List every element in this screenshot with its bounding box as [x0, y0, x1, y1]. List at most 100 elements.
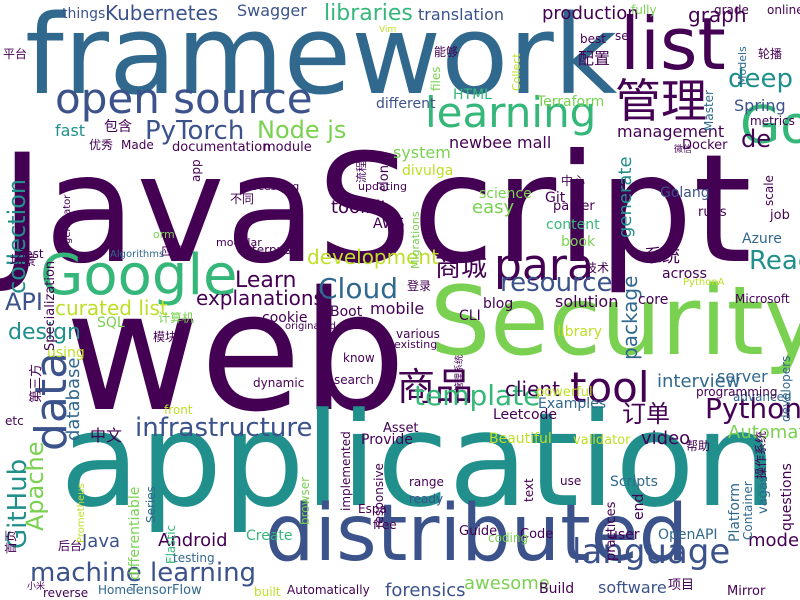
word-cjk-83: 包含 [104, 119, 132, 135]
word-javascript: JavaScript [0, 123, 752, 297]
word-cjk-70: 系统 [644, 246, 680, 267]
word-libraries: libraries [324, 1, 413, 26]
word-solution: solution [555, 292, 619, 311]
word-built: built [254, 585, 281, 599]
word-learning: learning [425, 88, 597, 137]
word-curated-list: curated list [55, 296, 168, 320]
word-mirror: Mirror [727, 584, 766, 599]
word-apache: Apache [21, 441, 49, 532]
word-explanations: explanations [196, 286, 324, 310]
word-production: production [542, 3, 639, 24]
word-create: Create [246, 528, 293, 544]
word-things: things [62, 6, 106, 22]
word-go: Go [740, 96, 800, 156]
word-distributed: distributed [265, 489, 689, 579]
word-application: application [60, 384, 778, 536]
word-cookie: cookie [262, 310, 308, 326]
word-cjk-171: 场景 [10, 254, 37, 269]
word-cjk-188: 流程 [355, 161, 368, 184]
word-spring: Spring [734, 96, 786, 115]
word-cjk-132: 帮助 [686, 439, 711, 453]
word-cjk-9: 管理 [615, 74, 707, 128]
word-job: job [770, 208, 790, 223]
word-across: across [662, 266, 707, 282]
word-programming: programming [696, 385, 778, 399]
word-online: online [767, 3, 800, 17]
word-mobile: mobile [370, 299, 425, 318]
word-system: system [393, 143, 451, 162]
word-cjk-189: 登录 [407, 279, 432, 293]
word-asset: Asset [383, 421, 419, 436]
word-leetcode: Leetcode [493, 407, 558, 423]
word-software: software [598, 578, 667, 597]
word-html: HTML [453, 87, 492, 103]
word-automated: Automated [728, 422, 800, 443]
word-resource: resource [500, 268, 613, 298]
word-de: de [741, 125, 771, 153]
word-provide: Provide [361, 432, 413, 448]
word-language: language [572, 532, 731, 572]
word-different: different [376, 96, 436, 112]
word-content: content [546, 217, 600, 233]
word-cjk-183: 不同 [230, 192, 255, 206]
word-reverse: reverse [43, 586, 89, 600]
word-cjk-168: 后台 [58, 539, 83, 553]
word-fully: fully [631, 3, 657, 17]
word-grade: grade [714, 3, 749, 17]
word-developers: developers [779, 355, 793, 422]
word-existing: existing [394, 338, 438, 351]
word-cjk-195: 管理系统 [455, 354, 465, 391]
word-design: design [8, 320, 81, 345]
word-para: para [494, 240, 594, 291]
word-framework: framework [25, 0, 618, 119]
word-cjk-190: 技术 [585, 261, 610, 275]
word-cjk-93: 能够 [434, 45, 459, 59]
word-runs: runs [698, 205, 727, 220]
word-newbee-mall: newbee mall [449, 133, 552, 152]
word-video: video [641, 428, 691, 449]
word-validator: validator [573, 433, 631, 448]
word-git: Git [545, 190, 566, 206]
word-cjk-39: 订单 [622, 400, 670, 428]
word-generator: generator [62, 194, 73, 244]
word-cjk-197: 操作系统 [754, 430, 768, 479]
word-end: end [631, 493, 647, 521]
word-enterprise: enterprise [237, 243, 299, 257]
word-range: range [409, 475, 444, 489]
word-series: Series [144, 486, 158, 524]
word-code: Code [520, 527, 554, 542]
word-swagger: Swagger [237, 1, 307, 20]
word-openapi: OpenAPI [658, 527, 718, 543]
word-search: search [334, 373, 374, 387]
word-security: Security [430, 267, 800, 377]
word-easy: easy [472, 197, 515, 218]
word-cjk-96: 平台 [3, 47, 28, 61]
word-microsoft: Microsoft [735, 292, 790, 306]
word-awesome: awesome [464, 573, 550, 594]
word-node-js: Node js [257, 116, 347, 144]
word-espa: Espa [358, 502, 387, 516]
word-cjk-105: 中心 [561, 174, 586, 188]
word-test: Test [20, 247, 44, 261]
word-google: Google [40, 243, 238, 308]
word-module: module [263, 140, 312, 155]
word-cjk-174: 应用 [161, 244, 186, 258]
word-fast: fast [55, 121, 86, 140]
word-java: Java [82, 531, 121, 552]
word-science: science [479, 186, 532, 202]
word-infrastructure: infrastructure [135, 413, 313, 443]
word-docker: Docker [682, 138, 728, 153]
word-beautiful: Beautiful [489, 431, 552, 447]
word-migrations: Migrations [409, 211, 422, 269]
word-forensics: forensics [385, 580, 466, 600]
word-text: text [522, 478, 536, 502]
word-collection: collection [3, 178, 31, 294]
word-toolkit: toolkit [331, 197, 388, 218]
word-api: API [5, 288, 43, 316]
word-cjk-169: 首页 [4, 530, 18, 555]
word-etc: etc [5, 414, 24, 428]
word-scale: scale [762, 175, 776, 206]
word-cjk-165: 项目 [668, 578, 695, 593]
word-cjk-76: 中文 [90, 426, 123, 445]
